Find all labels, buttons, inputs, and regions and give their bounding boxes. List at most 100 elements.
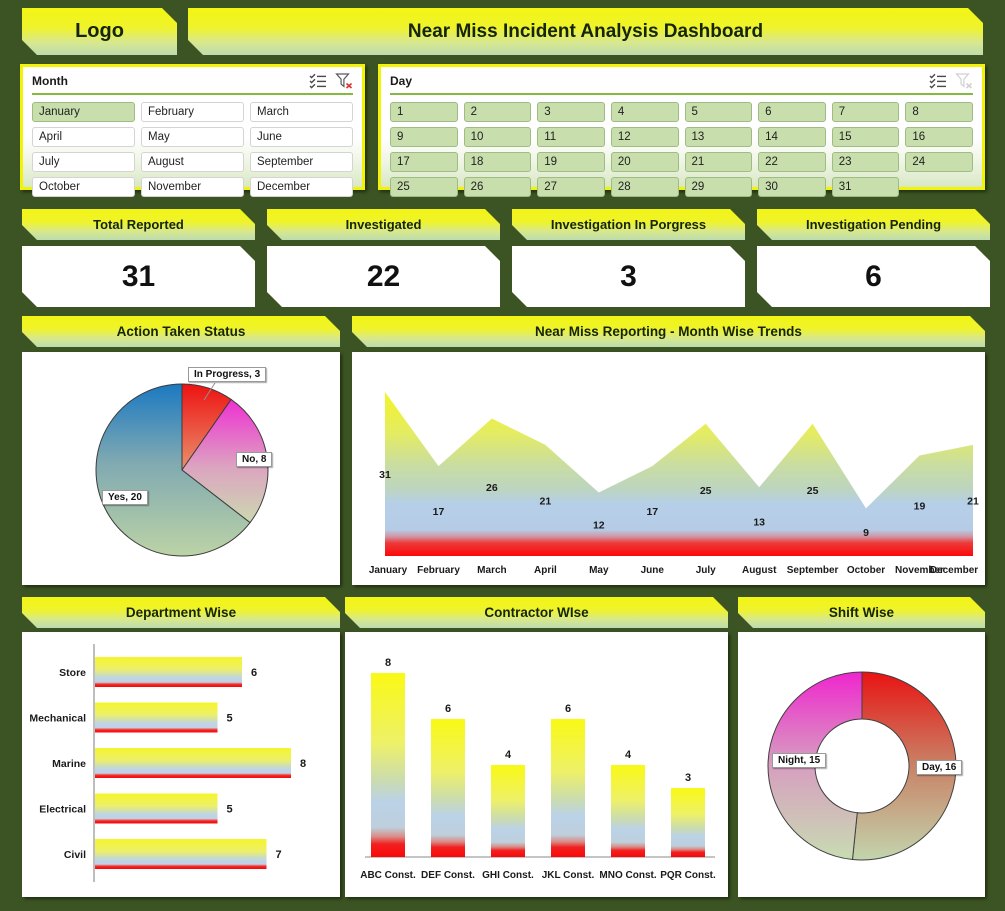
vbar-chart-canvas: 8 ABC Const. 6 DEF Const. 4 GHI Const. 6 JKL Co…	[360, 657, 716, 881]
section-header-shift-wise: Shift Wise	[738, 597, 985, 628]
kpi-value-investigated: 22	[267, 246, 500, 307]
day-item-2[interactable]: 2	[463, 102, 532, 122]
day-item-5[interactable]: 5	[684, 102, 753, 122]
svg-text:25: 25	[700, 485, 712, 497]
multi-select-icon[interactable]	[929, 73, 947, 89]
page-title-text: Near Miss Incident Analysis Dashboard	[407, 20, 764, 42]
day-item-7[interactable]: 7	[831, 102, 900, 122]
month-item-november[interactable]: November	[141, 177, 244, 197]
day-item-13[interactable]: 13	[684, 127, 753, 147]
svg-text:October: October	[847, 565, 885, 576]
month-item-august[interactable]: August	[141, 152, 244, 172]
day-slicer-header: Day	[390, 71, 973, 95]
svg-text:September: September	[787, 565, 839, 576]
day-item-27[interactable]: 27	[537, 177, 605, 197]
logo-text: Logo	[75, 20, 124, 42]
kpi-value-investigation-in-progress: 3	[512, 246, 745, 307]
day-item-31[interactable]: 31	[831, 177, 900, 197]
contractor-wise-column-chart: 8 ABC Const. 6 DEF Const. 4 GHI Const. 6 JKL Co…	[345, 632, 728, 897]
svg-text:4: 4	[625, 749, 632, 761]
day-item-17[interactable]: 17	[390, 152, 458, 172]
day-slicer: Day 1 2 3 4 5 6 7 8 9 10 11 12 13 14 15 16 17 18 19 20 21 22 2…	[378, 64, 985, 197]
area-chart-canvas: 31 17 26 21 12 17 25 13 25 9 19 21 January February Ma…	[369, 392, 979, 576]
svg-text:ABC Const.: ABC Const.	[360, 870, 416, 881]
day-item-6[interactable]: 6	[758, 102, 826, 122]
kpi-header-investigation-pending: Investigation Pending	[757, 209, 990, 240]
month-slicer-items: January February March April May June July Augu…	[32, 102, 353, 197]
kpi-value-total-reported: 31	[22, 246, 255, 307]
page-title: Near Miss Incident Analysis Dashboard	[188, 8, 983, 55]
svg-text:31: 31	[379, 469, 391, 481]
svg-text:Mechanical: Mechanical	[29, 713, 86, 725]
svg-text:GHI Const.: GHI Const.	[482, 870, 534, 881]
day-item-24[interactable]: 24	[905, 152, 973, 172]
month-item-september[interactable]: September	[250, 152, 353, 172]
svg-text:5: 5	[227, 713, 233, 725]
day-item-12[interactable]: 12	[610, 127, 679, 147]
month-slicer-title: Month	[32, 74, 68, 88]
svg-text:Civil: Civil	[64, 849, 86, 861]
month-item-april[interactable]: April	[32, 127, 135, 147]
svg-text:Marine: Marine	[52, 758, 86, 770]
multi-select-icon[interactable]	[309, 73, 327, 89]
day-item-28[interactable]: 28	[610, 177, 679, 197]
day-item-19[interactable]: 19	[537, 152, 605, 172]
day-item-9[interactable]: 9	[390, 127, 458, 147]
pie-chart-canvas	[95, 382, 269, 557]
day-item-25[interactable]: 25	[390, 177, 458, 197]
kpi-header-investigation-in-progress: Investigation In Porgress	[512, 209, 745, 240]
day-item-21[interactable]: 21	[684, 152, 753, 172]
svg-text:21: 21	[540, 496, 552, 508]
svg-text:PQR Const.: PQR Const.	[660, 870, 716, 881]
day-item-30[interactable]: 30	[758, 177, 826, 197]
day-item-18[interactable]: 18	[463, 152, 532, 172]
day-item-4[interactable]: 4	[610, 102, 679, 122]
svg-text:12: 12	[593, 519, 605, 531]
svg-text:May: May	[589, 565, 609, 576]
pie-label-no: No, 8	[236, 452, 273, 467]
month-item-july[interactable]: July	[32, 152, 135, 172]
svg-text:March: March	[477, 565, 506, 576]
month-item-october[interactable]: October	[32, 177, 135, 197]
svg-text:5: 5	[227, 804, 233, 816]
clear-filter-icon[interactable]	[335, 73, 353, 89]
day-item-1[interactable]: 1	[390, 102, 458, 122]
svg-text:17: 17	[646, 506, 658, 518]
svg-text:17: 17	[433, 506, 445, 518]
day-item-10[interactable]: 10	[463, 127, 532, 147]
day-item-16[interactable]: 16	[905, 127, 973, 147]
svg-text:January: January	[369, 565, 408, 576]
day-item-20[interactable]: 20	[610, 152, 679, 172]
svg-text:26: 26	[486, 482, 498, 494]
logo: Logo	[22, 8, 177, 55]
shift-wise-donut-chart: Day, 16 Night, 15	[738, 632, 985, 897]
section-header-department-wise: Department Wise	[22, 597, 340, 628]
day-item-3[interactable]: 3	[537, 102, 605, 122]
svg-text:April: April	[534, 565, 557, 576]
svg-text:9: 9	[863, 527, 869, 539]
svg-text:Store: Store	[59, 667, 86, 679]
kpi-header-total-reported: Total Reported	[22, 209, 255, 240]
month-item-february[interactable]: February	[141, 102, 244, 122]
day-item-22[interactable]: 22	[758, 152, 826, 172]
day-item-8[interactable]: 8	[905, 102, 973, 122]
month-item-march[interactable]: March	[250, 102, 353, 122]
day-item-11[interactable]: 11	[537, 127, 605, 147]
svg-text:June: June	[641, 565, 665, 576]
donut-label-day: Day, 16	[916, 760, 963, 775]
day-item-15[interactable]: 15	[831, 127, 900, 147]
svg-text:3: 3	[685, 772, 691, 784]
svg-text:6: 6	[565, 703, 571, 715]
month-item-june[interactable]: June	[250, 127, 353, 147]
day-item-26[interactable]: 26	[463, 177, 532, 197]
day-item-23[interactable]: 23	[831, 152, 900, 172]
svg-text:8: 8	[385, 657, 391, 669]
hbar-chart-canvas: 6 Store 5 Mechanical 8 Marine 5 Electrical 7 Civi…	[29, 644, 306, 882]
month-item-may[interactable]: May	[141, 127, 244, 147]
month-item-january[interactable]: January	[32, 102, 135, 122]
month-item-december[interactable]: December	[250, 177, 353, 197]
donut-label-night: Night, 15	[772, 753, 827, 768]
day-item-14[interactable]: 14	[758, 127, 826, 147]
svg-text:19: 19	[914, 501, 926, 513]
day-item-29[interactable]: 29	[684, 177, 753, 197]
